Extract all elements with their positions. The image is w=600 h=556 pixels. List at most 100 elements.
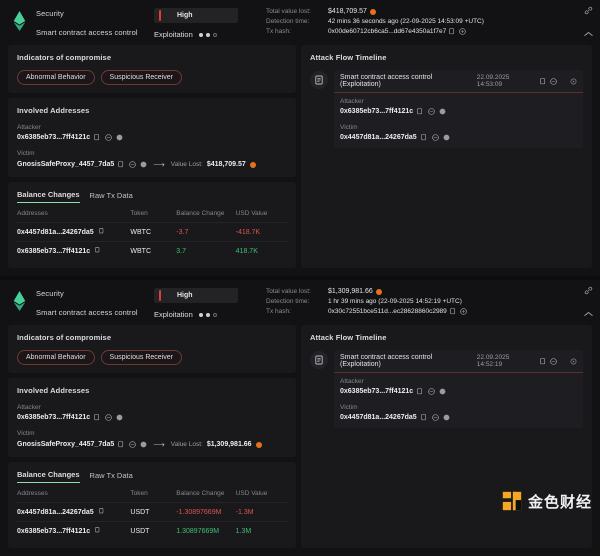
external-link-icon[interactable] xyxy=(550,357,557,365)
chevron-up-icon[interactable] xyxy=(584,31,593,37)
tab-raw-tx-data[interactable]: Raw Tx Data xyxy=(89,191,133,200)
warning-icon xyxy=(369,8,376,15)
attack-flow-title: Attack Flow Timeline xyxy=(310,53,387,62)
right-column: Attack Flow Timeline Smart contract acce… xyxy=(301,325,592,548)
timeline-attacker-label: Attacker xyxy=(340,378,364,385)
external-link-icon[interactable] xyxy=(431,414,439,421)
external-link-icon[interactable] xyxy=(431,134,439,141)
tag-icon[interactable] xyxy=(443,414,450,421)
victim-label: Victim xyxy=(17,150,35,157)
tag-icon[interactable] xyxy=(443,134,450,141)
col-balance-change: Balance Change xyxy=(176,210,225,217)
tag-icon[interactable] xyxy=(140,441,147,448)
copy-icon[interactable] xyxy=(94,414,101,421)
link-icon[interactable] xyxy=(584,6,593,15)
timeline-victim-address[interactable]: 0x4457d81a...24267da5 xyxy=(340,134,417,141)
timeline-entry: Smart contract access control (Exploitat… xyxy=(310,70,583,148)
copy-icon[interactable] xyxy=(118,441,125,448)
victim-address[interactable]: GnosisSafeProxy_4457_7da5 xyxy=(17,161,115,168)
row-address[interactable]: 0x4457d81a...24267da5 xyxy=(17,222,131,242)
tag-icon[interactable] xyxy=(439,108,446,115)
timeline-event-title: Smart contract access control (Exploitat… xyxy=(340,354,433,368)
severity-label: High xyxy=(177,12,193,19)
tx-hash-label: Tx hash: xyxy=(266,28,291,35)
meta-row-value-lost: Total value lost: $418,709.57 xyxy=(266,8,590,15)
attacker-address[interactable]: 0x6385eb73...7ff4121c xyxy=(17,414,91,421)
row-address[interactable]: 0x4457d81a...24267da5 xyxy=(17,502,131,522)
victim-address[interactable]: GnosisSafeProxy_4457_7da5 xyxy=(17,441,115,448)
copy-icon[interactable] xyxy=(540,357,547,365)
tag-icon[interactable] xyxy=(439,388,446,395)
alert-header: Security Smart contract access control H… xyxy=(0,0,600,45)
tag-icon[interactable] xyxy=(116,414,123,421)
copy-icon[interactable] xyxy=(94,134,101,141)
link-icon[interactable] xyxy=(584,286,593,295)
timeline-attacker-row: 0x6385eb73...7ff4121c xyxy=(340,388,577,395)
meta-row-tx-hash: Tx hash: 0x30c72551bce511d...ec28628860c… xyxy=(266,308,590,315)
ioc-chip[interactable]: Abnormal Behavior xyxy=(17,350,95,365)
external-link-icon[interactable] xyxy=(129,161,137,168)
involved-addresses-title: Involved Addresses xyxy=(17,106,90,115)
timeline-attacker-address[interactable]: 0x6385eb73...7ff4121c xyxy=(340,108,414,115)
copy-icon[interactable] xyxy=(95,247,101,255)
external-link-icon[interactable] xyxy=(129,441,137,448)
timeline-victim-address[interactable]: 0x4457d81a...24267da5 xyxy=(340,414,417,421)
row-token: USDT xyxy=(130,502,177,522)
tab-balance-changes[interactable]: Balance Changes xyxy=(17,470,80,483)
chevron-up-icon[interactable] xyxy=(584,311,593,317)
copy-icon[interactable] xyxy=(417,388,424,395)
ioc-chip[interactable]: Suspicious Receiver xyxy=(100,350,182,365)
severity-column: High Exploitation xyxy=(154,7,266,39)
copy-icon[interactable] xyxy=(98,508,105,516)
external-link-icon[interactable] xyxy=(459,28,466,35)
ioc-panel: Indicators of compromise Abnormal Behavi… xyxy=(8,325,296,373)
value-lost-value: $418,709.57 xyxy=(206,161,246,168)
alert-card: Security Smart contract access control H… xyxy=(0,0,600,276)
timeline-entry: Smart contract access control (Exploitat… xyxy=(310,350,583,428)
alert-card: Security Smart contract access control H… xyxy=(0,280,600,556)
external-link-icon[interactable] xyxy=(428,388,435,395)
copy-icon[interactable] xyxy=(95,527,101,535)
tab-raw-tx-data[interactable]: Raw Tx Data xyxy=(89,471,133,480)
external-link-icon[interactable] xyxy=(550,77,557,85)
copy-icon[interactable] xyxy=(417,108,424,115)
row-address-text: 0x4457d81a...24267da5 xyxy=(17,509,94,516)
ioc-chip[interactable]: Abnormal Behavior xyxy=(17,70,95,85)
timeline-attacker-address[interactable]: 0x6385eb73...7ff4121c xyxy=(340,388,414,395)
row-address[interactable]: 0x6385eb73...7ff4121c xyxy=(17,521,131,540)
alert-header: Security Smart contract access control H… xyxy=(0,280,600,325)
copy-icon[interactable] xyxy=(118,161,125,168)
copy-icon[interactable] xyxy=(450,308,457,315)
timeline-attacker-label: Attacker xyxy=(340,98,364,105)
attacker-label: Attacker xyxy=(17,404,41,411)
external-link-icon[interactable] xyxy=(460,308,467,315)
external-link-icon[interactable] xyxy=(105,414,112,421)
ioc-chip[interactable]: Suspicious Receiver xyxy=(100,70,182,85)
copy-icon[interactable] xyxy=(540,77,547,85)
tag-icon[interactable] xyxy=(116,134,123,141)
table-header-row: Addresses Token Balance Change USD Value xyxy=(17,210,287,223)
external-link-icon[interactable] xyxy=(105,134,112,141)
copy-icon[interactable] xyxy=(420,134,428,141)
watermark: 金色财经 xyxy=(501,490,592,512)
row-usd-value: 418.7K xyxy=(235,241,287,260)
alert-category: Security Smart contract access control xyxy=(36,287,154,317)
settings-icon[interactable] xyxy=(570,358,577,365)
tag-icon[interactable] xyxy=(140,161,147,168)
timeline-event-time: 22.09.2025 14:53:09 xyxy=(476,74,510,88)
copy-icon[interactable] xyxy=(98,228,105,236)
ioc-title: Indicators of compromise xyxy=(17,53,112,62)
table-header-row: Addresses Token Balance Change USD Value xyxy=(17,490,287,503)
tab-balance-changes[interactable]: Balance Changes xyxy=(17,190,80,203)
timeline-event-card: Smart contract access control (Exploitat… xyxy=(334,70,583,148)
attacker-address[interactable]: 0x6385eb73...7ff4121c xyxy=(17,134,91,141)
external-link-icon[interactable] xyxy=(428,108,435,115)
alert-meta: Total value lost: $1,309,981.66 Detectio… xyxy=(266,287,590,318)
settings-icon[interactable] xyxy=(570,78,577,85)
copy-icon[interactable] xyxy=(449,28,456,35)
involved-addresses-panel: Involved Addresses Attacker 0x6385eb73..… xyxy=(8,98,296,177)
row-address-text: 0x4457d81a...24267da5 xyxy=(17,229,94,236)
row-address[interactable]: 0x6385eb73...7ff4121c xyxy=(17,241,131,260)
copy-icon[interactable] xyxy=(420,414,428,421)
right-column: Attack Flow Timeline Smart contract acce… xyxy=(301,45,592,268)
